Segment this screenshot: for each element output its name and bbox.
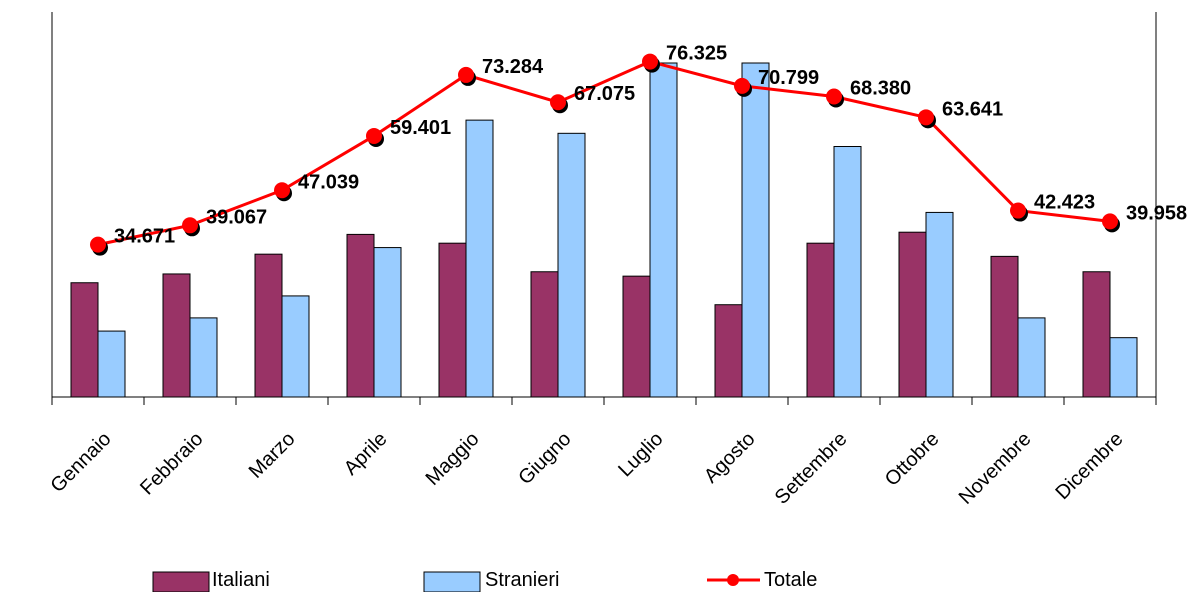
legend-swatch-stranieri [423, 571, 481, 592]
x-tick-label-maggio: Maggio [422, 428, 484, 490]
chart-line [90, 53, 1120, 256]
bar-italiani-novembre [990, 255, 1019, 398]
bar-stranieri-dicembre [1109, 337, 1138, 398]
bar-italiani-ottobre [898, 231, 927, 398]
bar-stranieri-gennaio [97, 330, 126, 398]
point-totale-gennaio [90, 236, 106, 253]
bar-italiani-febbraio [162, 273, 191, 398]
data-label-luglio: 76.325 [666, 43, 727, 65]
bar-stranieri-maggio [465, 119, 494, 398]
point-totale-aprile [366, 127, 382, 144]
x-tick-label-luglio: Luglio [614, 428, 667, 481]
chart-bars [70, 62, 1138, 398]
bar-italiani-marzo [254, 253, 283, 398]
x-tick-label-dicembre: Dicembre [1051, 428, 1127, 504]
data-label-agosto: 70.799 [758, 67, 819, 89]
x-tick-label-settembre: Settembre [771, 428, 852, 509]
legend-marker-totale [727, 574, 739, 586]
x-tick-label-marzo: Marzo [245, 428, 300, 483]
x-tick-labels: Gennaio Febbraio Marzo Aprile Maggio Giugno Lu… [47, 428, 1128, 509]
bar-stranieri-agosto [741, 62, 770, 398]
point-totale-ottobre [918, 109, 934, 126]
data-label-maggio: 73.284 [482, 56, 544, 78]
legend-label-italiani: Italiani [212, 569, 270, 591]
data-label-dicembre: 39.958 [1126, 202, 1187, 224]
data-label-giugno: 67.075 [574, 83, 635, 105]
x-tick-label-febbraio: Febbraio [136, 428, 207, 499]
bar-italiani-agosto [714, 304, 743, 398]
bar-italiani-maggio [438, 242, 467, 398]
data-label-febbraio: 39.067 [206, 206, 267, 228]
data-label-ottobre: 63.641 [942, 98, 1003, 120]
x-tick-label-aprile: Aprile [340, 428, 392, 480]
point-totale-febbraio [182, 217, 198, 234]
data-label-marzo: 47.039 [298, 171, 359, 193]
data-label-novembre: 42.423 [1034, 192, 1095, 214]
point-totale-luglio [642, 53, 658, 70]
legend: Italiani Stranieri Totale [152, 569, 817, 592]
bar-italiani-dicembre [1082, 271, 1111, 398]
bar-italiani-giugno [530, 271, 559, 398]
bar-italiani-aprile [346, 233, 375, 398]
x-tick-label-novembre: Novembre [955, 428, 1036, 509]
point-totale-novembre [1010, 202, 1026, 219]
bar-stranieri-novembre [1017, 317, 1046, 398]
bar-stranieri-febbraio [189, 317, 218, 398]
point-totale-dicembre [1102, 213, 1118, 230]
point-totale-giugno [550, 94, 566, 111]
legend-swatch-italiani [152, 571, 210, 592]
x-tick-label-agosto: Agosto [700, 428, 760, 488]
data-labels: 34.671 39.067 47.039 59.401 73.284 67.075 76.3… [114, 43, 1187, 248]
chart-axes [51, 12, 1157, 405]
bar-stranieri-aprile [373, 247, 402, 398]
bar-stranieri-marzo [281, 295, 310, 398]
point-totale-agosto [734, 77, 750, 94]
bar-italiani-gennaio [70, 282, 99, 398]
legend-label-stranieri: Stranieri [485, 569, 559, 591]
bar-stranieri-luglio [649, 62, 678, 398]
legend-label-totale: Totale [764, 569, 817, 591]
bar-italiani-settembre [806, 242, 835, 398]
x-tick-label-ottobre: Ottobre [881, 428, 944, 491]
bar-stranieri-settembre [833, 146, 862, 398]
bar-stranieri-ottobre [925, 211, 954, 398]
data-label-settembre: 68.380 [850, 77, 911, 99]
point-totale-maggio [458, 66, 474, 83]
data-label-gennaio: 34.671 [114, 226, 175, 248]
point-totale-marzo [274, 182, 290, 199]
point-totale-settembre [826, 88, 842, 105]
bar-italiani-luglio [622, 275, 651, 398]
x-tick-label-giugno: Giugno [514, 428, 575, 489]
data-label-aprile: 59.401 [390, 117, 451, 139]
x-tick-label-gennaio: Gennaio [47, 428, 116, 497]
bar-stranieri-giugno [557, 132, 586, 398]
line-totale [97, 59, 1111, 247]
